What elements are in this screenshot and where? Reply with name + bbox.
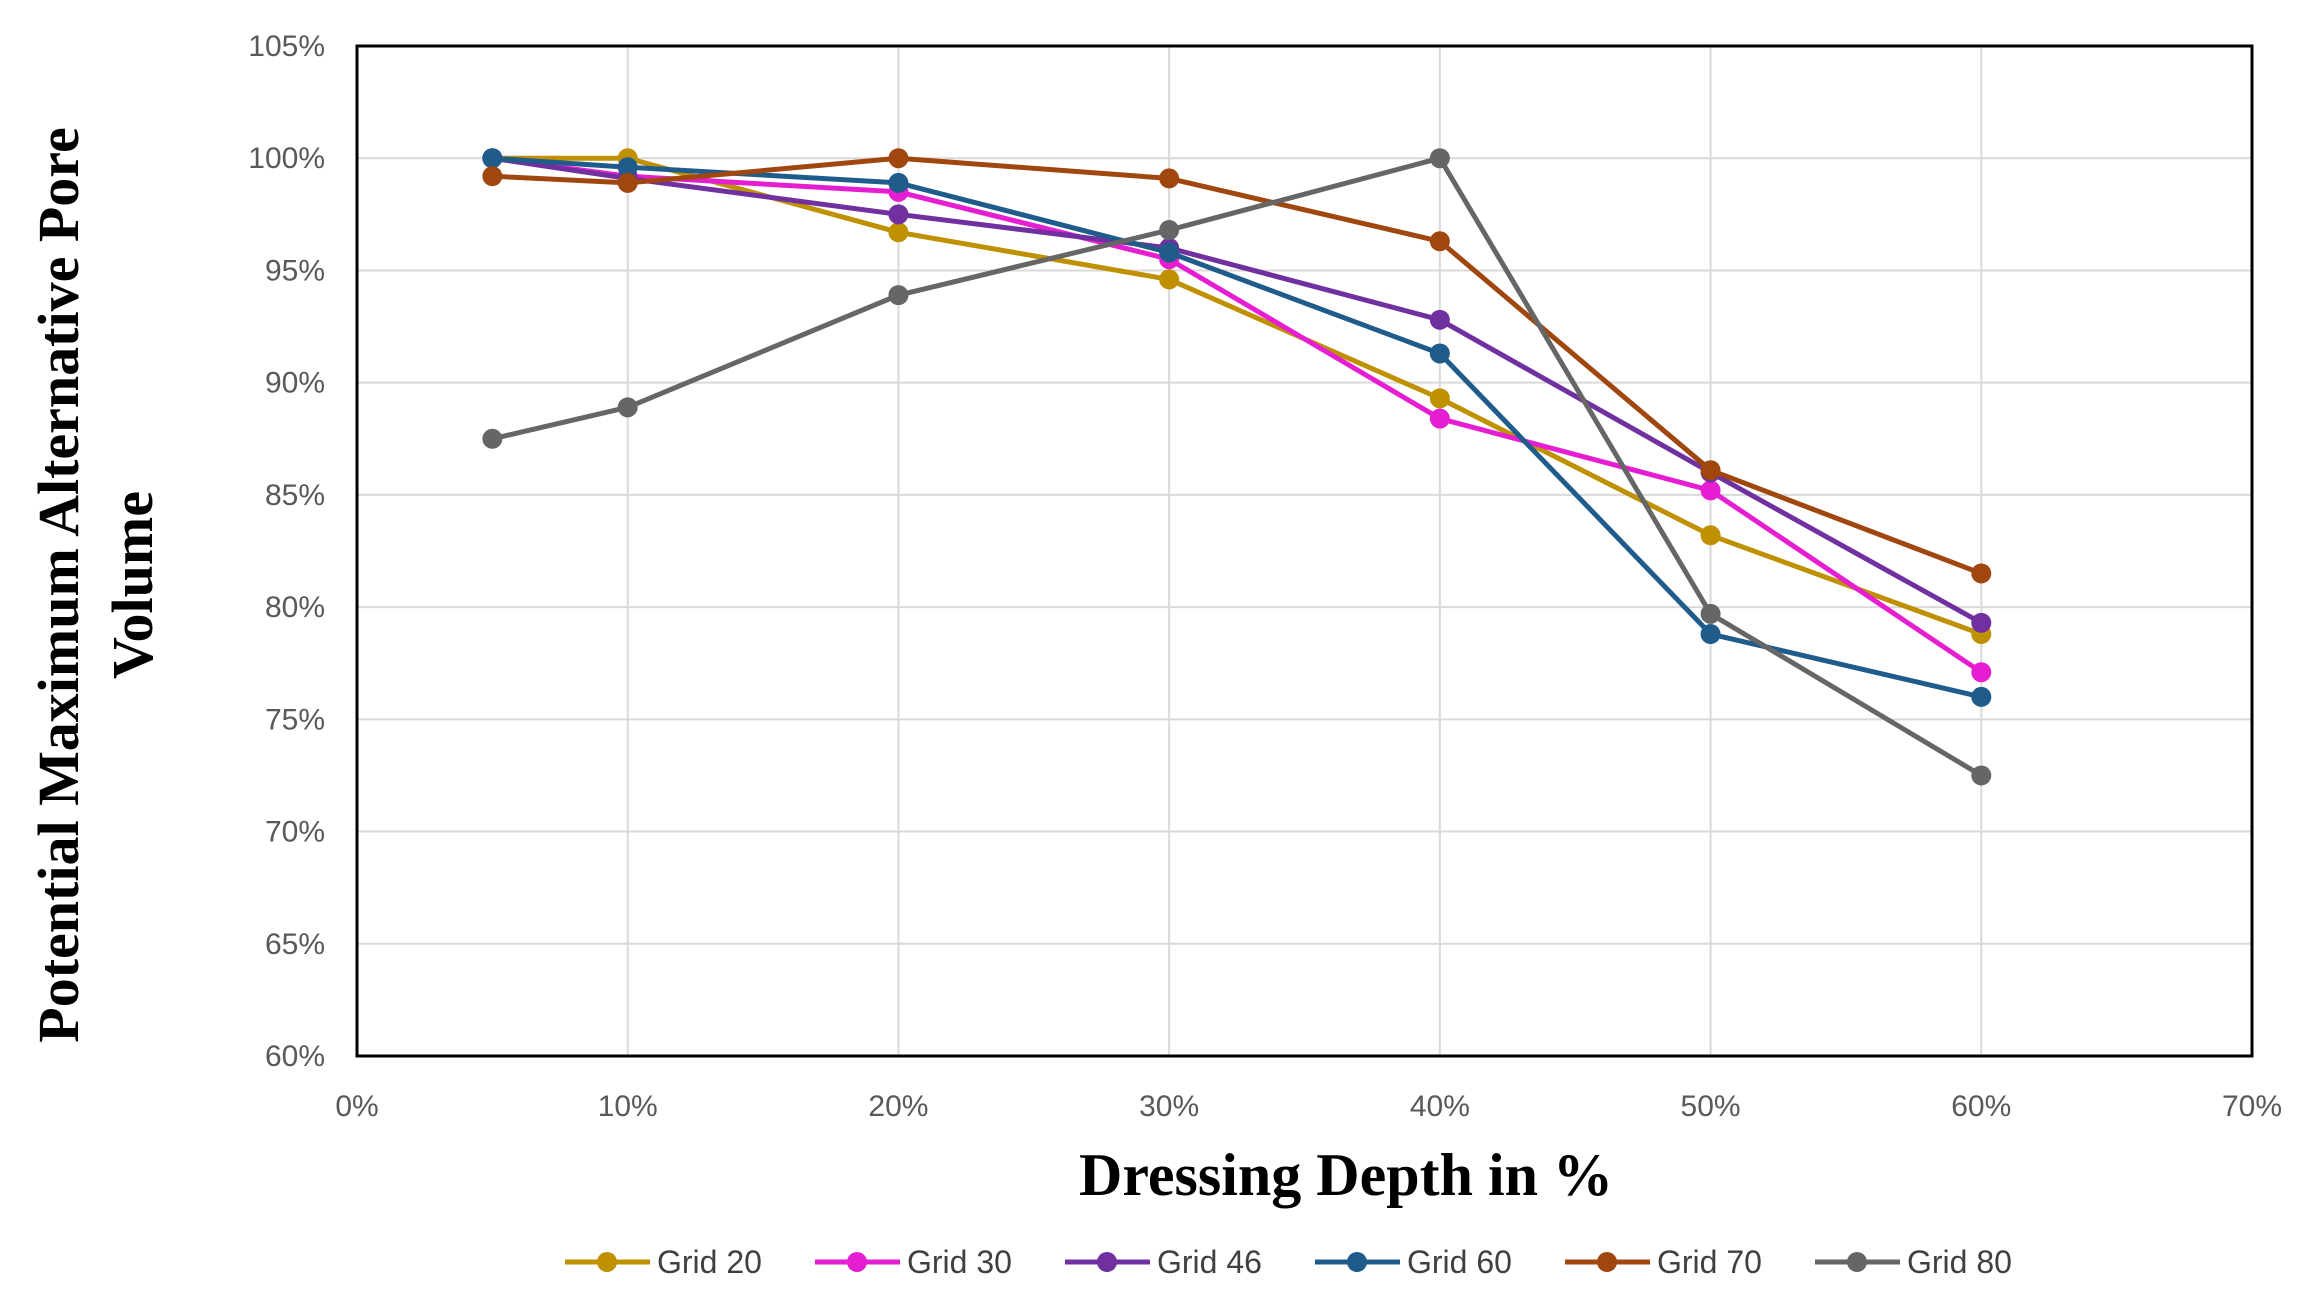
series-grid-20 [482, 148, 1992, 645]
data-point-grid-60 [617, 157, 638, 178]
series-line-grid-20 [492, 155, 1983, 637]
x-tick-label: 60% [1951, 1090, 2011, 1123]
data-point-grid-46 [888, 204, 909, 225]
y-axis-title-line-2: Volume [100, 491, 165, 679]
y-tick-label: 75% [265, 703, 325, 736]
data-point-grid-30 [1971, 662, 1992, 683]
legend-item-grid-30: Grid 30 [815, 1244, 1012, 1280]
x-tick-label: 40% [1410, 1090, 1470, 1123]
legend-swatch-marker [1347, 1252, 1367, 1272]
x-tick-label: 70% [2222, 1090, 2282, 1123]
legend-item-grid-70: Grid 70 [1565, 1244, 1762, 1280]
x-tick-label: 10% [598, 1090, 658, 1123]
data-point-grid-70 [888, 148, 909, 169]
data-point-grid-60 [1700, 624, 1721, 645]
series-grid-80 [482, 148, 1992, 786]
legend-swatch-marker [1847, 1252, 1867, 1272]
data-point-grid-70 [1159, 168, 1180, 189]
series-grid-70 [482, 148, 1992, 584]
legend-label: Grid 20 [657, 1244, 762, 1280]
y-tick-label: 95% [265, 254, 325, 287]
data-point-grid-20 [1159, 269, 1180, 290]
series-line-grid-80 [491, 155, 1983, 778]
legend-label: Grid 80 [1907, 1244, 2012, 1280]
series-grid-46 [482, 148, 1992, 633]
legend-swatch-marker [847, 1252, 867, 1272]
data-point-grid-80 [482, 428, 503, 449]
y-tick-label: 90% [265, 367, 325, 400]
y-tick-label: 80% [265, 591, 325, 624]
legend-label: Grid 46 [1157, 1244, 1262, 1280]
data-point-grid-70 [482, 166, 503, 187]
legend-label: Grid 30 [907, 1244, 1012, 1280]
data-point-grid-20 [1700, 525, 1721, 546]
series-lines [482, 148, 1992, 786]
legend-item-grid-20: Grid 20 [565, 1244, 762, 1280]
legend-label: Grid 60 [1407, 1244, 1512, 1280]
data-point-grid-70 [1429, 231, 1450, 252]
series-line-grid-30 [492, 155, 1983, 675]
data-point-grid-80 [888, 285, 909, 306]
data-point-grid-60 [1159, 242, 1180, 263]
legend-item-grid-46: Grid 46 [1065, 1244, 1262, 1280]
data-point-grid-46 [1971, 612, 1992, 633]
y-tick-label: 70% [265, 816, 325, 849]
series-grid-60 [482, 148, 1992, 707]
plot-area-border [355, 44, 2254, 1058]
x-tick-label: 30% [1139, 1090, 1199, 1123]
y-axis-title-line-1: Potential Maximum Alternative Pore [26, 127, 91, 1042]
data-point-grid-80 [617, 397, 638, 418]
data-point-grid-20 [1429, 388, 1450, 409]
data-point-grid-80 [1429, 148, 1450, 169]
x-axis-title: Dressing Depth in % [1079, 1142, 1613, 1208]
data-point-grid-30 [1700, 480, 1721, 501]
legend-swatch-marker [597, 1252, 617, 1272]
y-tick-label: 105% [248, 30, 325, 63]
data-point-grid-70 [1700, 460, 1721, 481]
y-axis-ticks: 60% 65% 70% 75% 80% 85% 90% 95% 100% 105% [248, 30, 325, 1073]
axis-titles: Dressing Depth in % Potential Maximum Al… [26, 127, 1613, 1208]
legend: Grid 20 Grid 30 Grid 46 Grid 60 Grid 70 Grid … [565, 1244, 2012, 1280]
data-point-grid-70 [617, 172, 638, 193]
legend-label: Grid 70 [1657, 1244, 1762, 1280]
data-point-grid-60 [1429, 343, 1450, 364]
legend-swatch-marker [1097, 1252, 1117, 1272]
series-grid-30 [482, 148, 1992, 683]
data-point-grid-70 [1971, 563, 1992, 584]
data-point-grid-30 [1429, 408, 1450, 429]
data-point-grid-80 [1159, 220, 1180, 241]
x-tick-label: 20% [868, 1090, 928, 1123]
legend-item-grid-80: Grid 80 [1815, 1244, 2012, 1280]
x-tick-label: 0% [335, 1090, 378, 1123]
series-line-grid-70 [492, 155, 1983, 576]
data-point-grid-80 [1971, 765, 1992, 786]
data-point-grid-80 [1700, 603, 1721, 624]
data-point-grid-46 [1429, 309, 1450, 330]
gridlines [357, 46, 2252, 1056]
y-tick-label: 100% [248, 142, 325, 175]
x-tick-label: 50% [1681, 1090, 1741, 1123]
legend-item-grid-60: Grid 60 [1315, 1244, 1512, 1280]
y-tick-label: 65% [265, 928, 325, 961]
x-axis-ticks: 0% 10% 20% 30% 40% 50% 60% 70% [335, 1090, 2282, 1123]
y-tick-label: 85% [265, 479, 325, 512]
data-point-grid-20 [888, 222, 909, 243]
data-point-grid-60 [1971, 686, 1992, 707]
series-line-grid-60 [492, 155, 1982, 700]
data-point-grid-60 [482, 148, 503, 169]
legend-swatch-marker [1597, 1252, 1617, 1272]
y-tick-label: 60% [265, 1040, 325, 1073]
data-point-grid-60 [888, 172, 909, 193]
